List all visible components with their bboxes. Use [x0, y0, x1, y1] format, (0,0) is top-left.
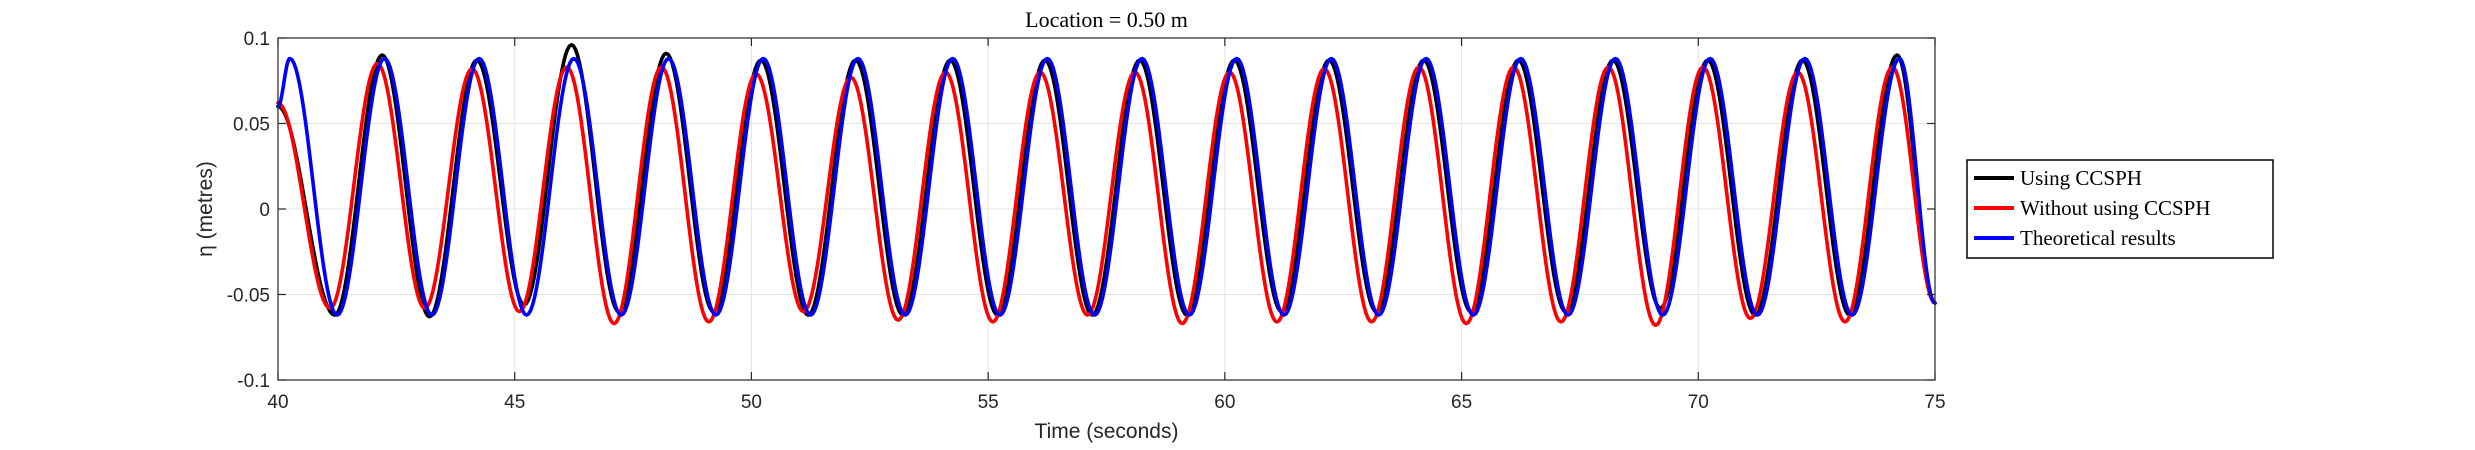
- series-line-2: [276, 61, 1937, 328]
- chart-title: Location = 0.50 m: [1025, 7, 1188, 32]
- series-layer: [276, 43, 1937, 328]
- ticks: 40 45 50 55 60 65 70 75 -0.1 -0.05 0 0.05 0.1: [227, 29, 1946, 413]
- y-tick-label: -0.05: [227, 286, 270, 307]
- x-tick-label: 70: [1688, 392, 1709, 413]
- legend-label-3: Theoretical results: [2020, 226, 2176, 250]
- x-tick-label: 75: [1924, 392, 1945, 413]
- x-tick-label: 50: [741, 392, 762, 413]
- x-tick-label: 60: [1214, 392, 1235, 413]
- legend-label-2: Without using CCSPH: [2020, 196, 2211, 220]
- legend-box: [1966, 159, 2274, 259]
- y-tick-label: 0: [259, 200, 270, 221]
- y-tick-label: -0.1: [237, 371, 270, 392]
- x-axis-label: Time (seconds): [1035, 420, 1179, 443]
- y-tick-label: 0.05: [233, 115, 270, 136]
- y-axis-label: η (metres): [194, 161, 217, 257]
- x-tick-label: 45: [504, 392, 525, 413]
- x-tick-label: 65: [1451, 392, 1472, 413]
- x-tick-label: 55: [978, 392, 999, 413]
- series-line-3: [276, 56, 1937, 317]
- legend-label-1: Using CCSPH: [2020, 166, 2142, 190]
- y-tick-label: 0.1: [244, 29, 270, 50]
- x-tick-label: 40: [267, 392, 288, 413]
- legend: Using CCSPH Without using CCSPH Theoretica…: [1966, 159, 2274, 259]
